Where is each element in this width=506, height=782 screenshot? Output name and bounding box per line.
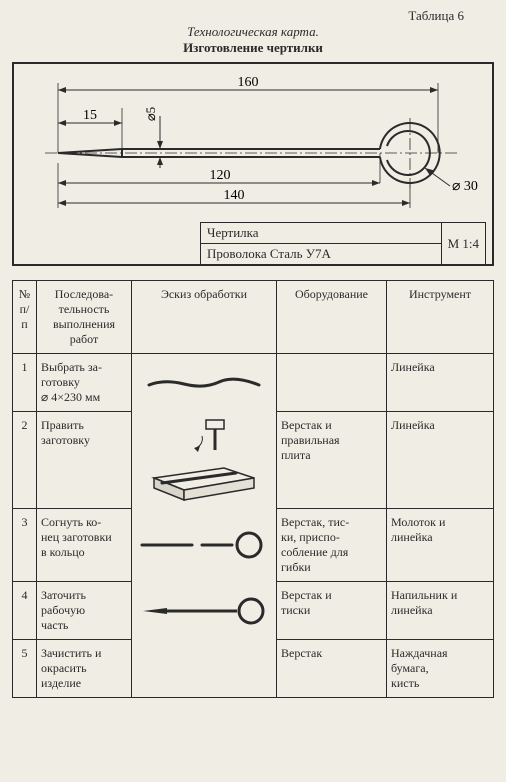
dim-160: 160 <box>238 75 259 90</box>
cell-tool: Наждачнаябумага,кисть <box>387 640 494 698</box>
table-row: 2Правитьзаготовку Верстак иправильнаяпли… <box>13 412 494 509</box>
cell-seq: Зачистить иокраситьизделие <box>37 640 132 698</box>
col-tool: Инструмент <box>387 281 494 354</box>
table-row: 3Согнуть ко-нец заготовкив кольцо Верста… <box>13 509 494 582</box>
table-row: 5Зачистить иокраситьизделие ВерстакНаждач… <box>13 640 494 698</box>
cell-seq: Заточитьрабочуючасть <box>37 582 132 640</box>
cell-num: 1 <box>13 354 37 412</box>
drawing-svg: 160 15 ⌀5 120 140 ⌀ 30 <box>20 68 480 218</box>
col-equip: Оборудование <box>277 281 387 354</box>
cell-tool: Линейка <box>387 354 494 412</box>
cell-sketch <box>132 412 277 509</box>
cell-num: 2 <box>13 412 37 509</box>
cell-tool: Напильник илинейка <box>387 582 494 640</box>
dim-d30: ⌀ 30 <box>452 179 478 194</box>
cell-sketch <box>132 640 277 698</box>
dim-140: 140 <box>224 188 245 203</box>
part-name: Чертилка <box>201 223 441 244</box>
cell-num: 4 <box>13 582 37 640</box>
cell-equip <box>277 354 387 412</box>
col-seq: Последова-тельностьвыполненияработ <box>37 281 132 354</box>
dim-120: 120 <box>210 168 231 183</box>
table-row: 1Выбрать за-готовку⌀ 4×230 мм Линейка <box>13 354 494 412</box>
cell-tool: Молоток илинейка <box>387 509 494 582</box>
table-row: 4Заточитьрабочуючасть Верстак итискиНапи… <box>13 582 494 640</box>
cell-seq: Согнуть ко-нец заготовкив кольцо <box>37 509 132 582</box>
cell-sketch <box>132 354 277 412</box>
cell-sketch <box>132 582 277 640</box>
cell-equip: Верстак, тис-ки, приспо-собление длягибк… <box>277 509 387 582</box>
cell-equip: Верстак итиски <box>277 582 387 640</box>
col-num: № п/п <box>13 281 37 354</box>
cell-seq: Правитьзаготовку <box>37 412 132 509</box>
dim-d5: ⌀5 <box>143 107 158 121</box>
doc-kind: Технологическая карта. <box>187 24 319 39</box>
table-number: Таблица 6 <box>408 8 464 24</box>
cell-sketch <box>132 509 277 582</box>
cell-num: 5 <box>13 640 37 698</box>
col-sketch: Эскиз обработки <box>132 281 277 354</box>
doc-title: Изготовление чертилки <box>183 40 323 55</box>
cell-num: 3 <box>13 509 37 582</box>
scale: М 1:4 <box>442 222 486 264</box>
dim-15: 15 <box>83 108 97 123</box>
cell-tool: Линейка <box>387 412 494 509</box>
cell-equip: Верстак иправильнаяплита <box>277 412 387 509</box>
cell-equip: Верстак <box>277 640 387 698</box>
title-block: Чертилка Проволока Сталь У7А М 1:4 <box>200 222 486 264</box>
material: Проволока Сталь У7А <box>201 244 441 264</box>
ops-table: № п/п Последова-тельностьвыполненияработ… <box>12 280 494 698</box>
drawing-frame: 160 15 ⌀5 120 140 ⌀ 30 Чертилка Проволок… <box>12 62 494 266</box>
cell-seq: Выбрать за-готовку⌀ 4×230 мм <box>37 354 132 412</box>
